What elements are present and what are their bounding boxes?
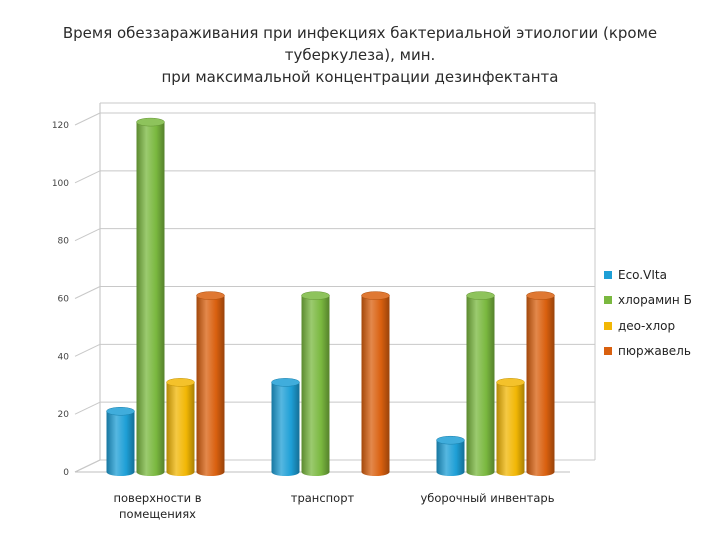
bar-пюржавель-2 xyxy=(526,295,555,476)
gridline-diag-0 xyxy=(74,459,101,473)
legend-item: део-хлор xyxy=(604,313,692,339)
bar-top-пюржавель-2 xyxy=(526,291,555,300)
bar-пюржавель-0 xyxy=(196,295,225,476)
x-category-label: транспорт xyxy=(291,491,355,505)
bar-хлорамин Б-2 xyxy=(466,295,495,476)
bar-top-пюржавель-1 xyxy=(361,291,390,300)
chart-title-line-1: Время обеззараживания при инфекциях бакт… xyxy=(62,24,658,42)
legend-item: хлорамин Б xyxy=(604,288,692,314)
legend-swatch xyxy=(604,270,612,279)
gridline-diag-40 xyxy=(74,343,101,357)
legend-label: Eco.VIta xyxy=(618,267,667,282)
y-tick-label: 60 xyxy=(58,295,70,305)
bar-top-хлорамин Б-2 xyxy=(466,291,495,300)
bar-хлорамин Б-1 xyxy=(301,295,330,476)
chart-title-line-3: при максимальной концентрации дезинфекта… xyxy=(161,68,559,86)
gridline-diag-20 xyxy=(74,401,101,415)
y-tick-label: 120 xyxy=(52,121,69,131)
x-category-label: помещениях xyxy=(119,507,196,521)
y-tick-label: 100 xyxy=(52,179,69,189)
legend-swatch xyxy=(604,296,612,305)
bar-део-хлор-0 xyxy=(166,382,195,476)
legend-item: Eco.VIta xyxy=(604,262,692,288)
bar-top-Eco.VIta-0 xyxy=(106,407,135,416)
bar-top-Eco.VIta-1 xyxy=(271,378,300,387)
y-tick-label: 80 xyxy=(58,237,70,247)
bar-top-део-хлор-2 xyxy=(496,378,525,387)
bar-Eco.VIta-0 xyxy=(106,411,135,476)
y-tick-label: 0 xyxy=(63,468,69,478)
y-tick-label: 20 xyxy=(58,410,70,420)
legend-swatch xyxy=(604,321,612,330)
legend-label: хлорамин Б xyxy=(618,293,692,308)
x-category-label: уборочный инвентарь xyxy=(421,491,555,505)
legend-swatch xyxy=(604,347,612,356)
legend-label: пюржавель xyxy=(618,344,691,359)
gridline-diag-100 xyxy=(74,170,101,184)
bar-top-Eco.VIta-2 xyxy=(436,435,465,445)
bar-top-пюржавель-0 xyxy=(196,291,225,300)
gridline-diag-60 xyxy=(74,286,101,299)
chart-title: Время обеззараживания при инфекциях бакт… xyxy=(40,22,680,88)
bar-top-хлорамин Б-1 xyxy=(301,291,330,300)
y-tick-label: 40 xyxy=(58,352,70,362)
bar-хлорамин Б-0 xyxy=(136,122,165,476)
gridline-diag-80 xyxy=(74,228,101,242)
x-category-label: поверхности в xyxy=(114,491,202,505)
legend-label: део-хлор xyxy=(618,318,676,333)
chart-title-line-2: туберкулеза), мин. xyxy=(284,46,436,64)
bar-Eco.VIta-1 xyxy=(271,382,300,476)
legend-item: пюржавель xyxy=(604,339,692,365)
bar-top-хлорамин Б-0 xyxy=(136,117,165,127)
chart-legend: Eco.VIta хлорамин Б део-хлор пюржавель xyxy=(604,262,692,364)
bar-део-хлор-2 xyxy=(496,382,525,476)
bar-top-део-хлор-0 xyxy=(166,378,195,387)
bar-Eco.VIta-2 xyxy=(436,440,465,476)
bar-пюржавель-1 xyxy=(361,295,390,476)
gridline-diag-120 xyxy=(74,112,101,126)
